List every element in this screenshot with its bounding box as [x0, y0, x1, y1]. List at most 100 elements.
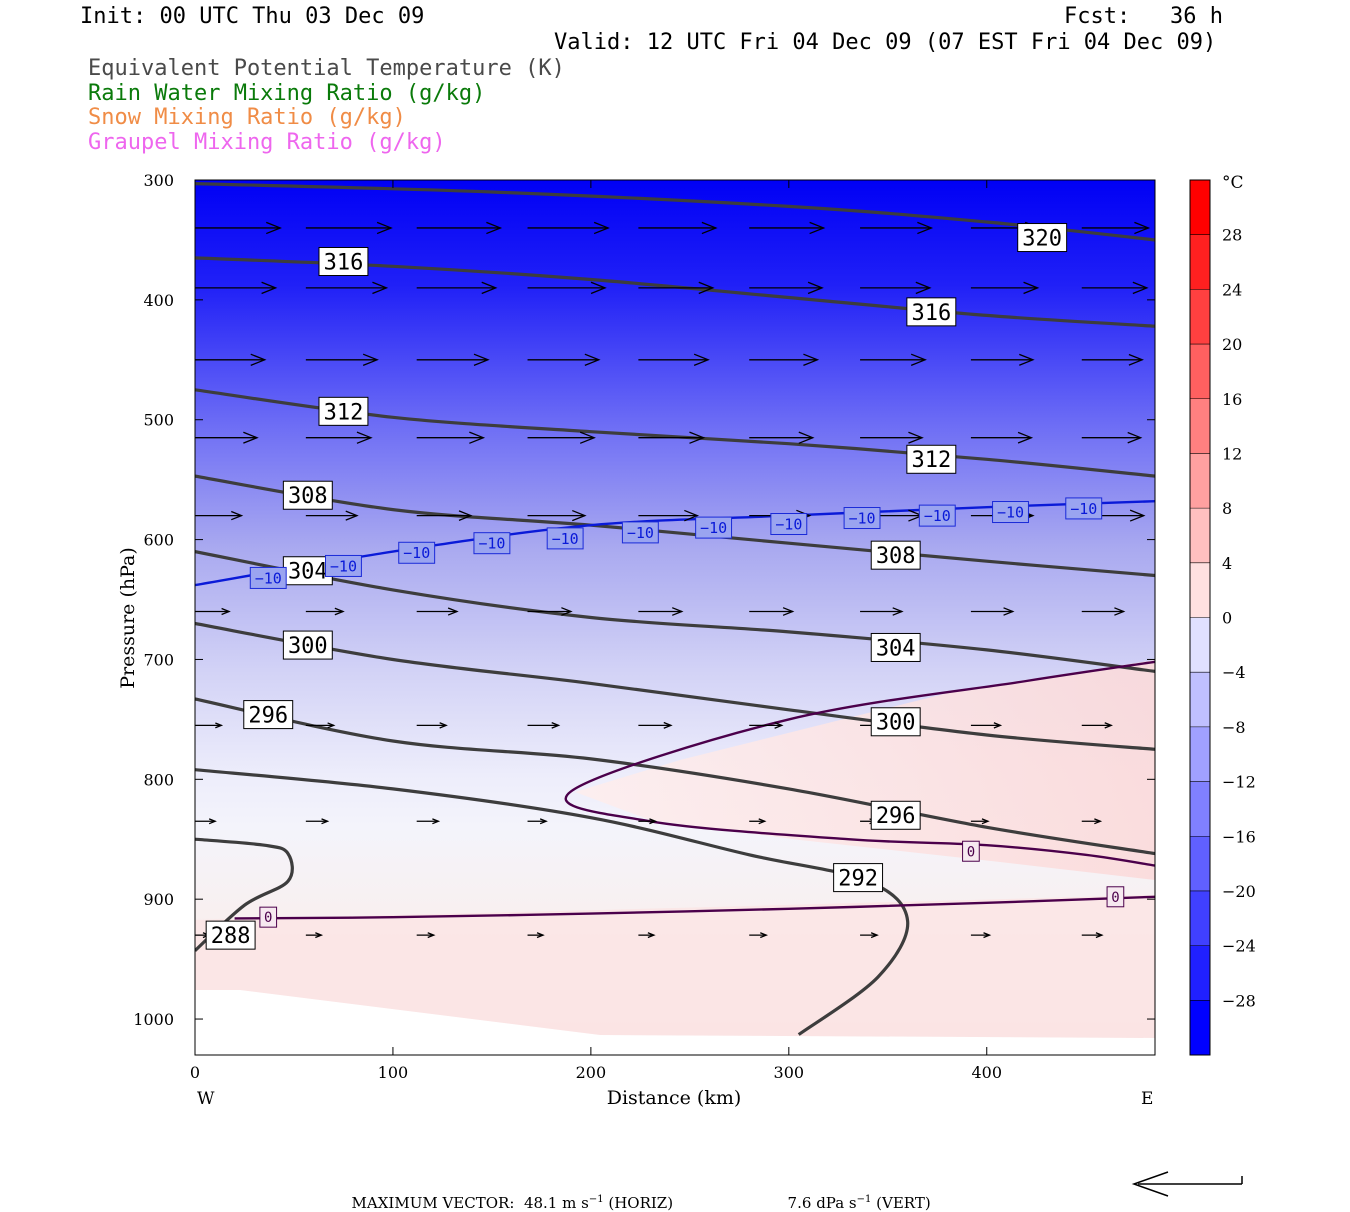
- isotherm-label-minus10: −10: [997, 503, 1024, 521]
- wind-vector-head: [266, 221, 283, 235]
- wind-vector: [638, 721, 673, 729]
- wind-vector-head: [551, 722, 561, 729]
- max-vector-arrow: [1131, 1171, 1243, 1197]
- isotherm-label-minus10: −10: [627, 524, 654, 542]
- theta-e-label-316-box: [906, 297, 957, 327]
- wind-vector: [527, 607, 573, 616]
- wind-vector: [305, 221, 393, 235]
- colorbar-tick-label: −12: [1222, 773, 1256, 792]
- wind-vector-head: [758, 818, 767, 825]
- wind-vector: [638, 607, 684, 616]
- wind-vector-head: [481, 281, 498, 295]
- wind-vector: [416, 722, 448, 729]
- wind-vector-head: [1023, 281, 1040, 295]
- wind-vector: [749, 932, 769, 939]
- wind-vector: [1081, 818, 1103, 825]
- x-axis-title: Distance (km): [607, 1087, 742, 1109]
- theta-e-label-300: 300: [288, 634, 328, 659]
- theta-e-contour-296: [195, 697, 1155, 856]
- wind-vector: [416, 431, 486, 444]
- wind-vector: [860, 932, 879, 939]
- field-legend-rain: Rain Water Mixing Ratio (g/kg): [88, 81, 486, 106]
- wind-vector: [527, 722, 561, 729]
- isotherm-label-minus10: −10: [478, 535, 505, 553]
- x-tick-label: 0: [190, 1063, 200, 1082]
- wind-vector: [970, 722, 1003, 729]
- wind-vector: [1081, 607, 1126, 616]
- wind-vector: [749, 353, 820, 366]
- theta-e-label-300-box: [870, 707, 921, 737]
- wind-vector: [195, 353, 267, 366]
- colorbar-tick-label: 24: [1222, 280, 1242, 299]
- theta-e-label-304-box: [870, 632, 921, 662]
- wind-vector-head: [915, 281, 932, 295]
- colorbar-bin: [1190, 836, 1210, 892]
- field-legend-graupel: Graupel Mixing Ratio (g/kg): [88, 130, 446, 155]
- isotherm-label-minus10: −10: [924, 507, 951, 525]
- colorbar-tick-label: 20: [1222, 335, 1242, 354]
- x-tick-label: 400: [971, 1063, 1002, 1082]
- isotherm-zero-1: [564, 660, 1155, 867]
- wind-vector-head: [561, 607, 573, 616]
- wind-vector-head: [649, 818, 658, 825]
- y-tick-label: 1000: [133, 1010, 174, 1029]
- x-tick-label: 100: [378, 1063, 409, 1082]
- isotherm-label-zero-box: [259, 906, 278, 928]
- wind-vector-head: [993, 722, 1003, 729]
- wind-vector: [195, 607, 231, 616]
- colorbar-tick-label: −24: [1222, 937, 1256, 956]
- wind-vector: [195, 818, 217, 825]
- colorbar-unit: °C: [1222, 173, 1244, 193]
- wind-vector: [416, 221, 503, 235]
- max-horiz-tag: (HORIZ): [608, 1194, 674, 1212]
- wind-vector: [749, 721, 784, 729]
- wind-vector: [970, 818, 990, 825]
- wind-vector-head: [536, 932, 545, 939]
- theta-e-label-288-box: [205, 920, 256, 950]
- wind-vector: [638, 509, 700, 522]
- max-vert-value: 7.6: [787, 1194, 812, 1212]
- colorbar-tick-label: 28: [1222, 226, 1242, 245]
- wind-vector-head: [663, 721, 673, 729]
- wind-vector-head: [243, 431, 259, 444]
- colorbar-bin: [1190, 234, 1210, 290]
- max-vert-caption: 7.6 dPa s−1 (VERT): [778, 1176, 931, 1212]
- colorbar-bin: [1190, 781, 1210, 837]
- wind-vector: [416, 281, 498, 295]
- max-vert-unit: dPa s: [816, 1194, 857, 1212]
- isotherm-label-zero-box: [1106, 886, 1125, 908]
- colorbar-bin: [1190, 453, 1210, 509]
- theta-e-label-312: 312: [324, 400, 364, 425]
- colorbar-tick-label: −4: [1222, 663, 1246, 682]
- wind-vector: [527, 509, 587, 522]
- y-tick-label: 900: [143, 890, 174, 909]
- wind-vector-head: [917, 221, 934, 235]
- wind-vector: [305, 510, 359, 521]
- isotherm-label-minus10: −10: [330, 557, 357, 575]
- theta-e-label-320: 320: [1022, 226, 1062, 251]
- wind-vector: [527, 431, 596, 444]
- wind-vector-head: [693, 353, 710, 366]
- y-tick-label: 600: [143, 531, 174, 550]
- wind-vector: [1081, 431, 1143, 444]
- wind-vector-head: [458, 510, 473, 521]
- isotherm-label-minus10: −10: [255, 569, 282, 587]
- max-vector-caption: MAXIMUM VECTOR: 48.1 m s−1 (HORIZ): [342, 1176, 674, 1212]
- west-label: W: [197, 1089, 215, 1109]
- wind-vector: [305, 607, 345, 616]
- wind-vector: [195, 281, 278, 295]
- colorbar-tick-label: 4: [1222, 554, 1232, 573]
- wind-vector-head: [671, 607, 684, 616]
- theta-e-label-316: 316: [324, 250, 364, 275]
- below-ground: [195, 990, 1155, 1055]
- wind-vector: [416, 353, 490, 366]
- theta-e-label-308: 308: [876, 544, 916, 569]
- theta-e-label-304: 304: [288, 560, 328, 585]
- wind-vector: [860, 353, 927, 366]
- colorbar-bin: [1190, 672, 1210, 728]
- wind-vector-head: [261, 281, 278, 295]
- theta-e-label-308-box: [870, 540, 921, 570]
- isotherm-label-minus10-box: [325, 554, 362, 577]
- warm-layer-fill: [575, 660, 1155, 880]
- wind-vector-head: [1132, 281, 1149, 295]
